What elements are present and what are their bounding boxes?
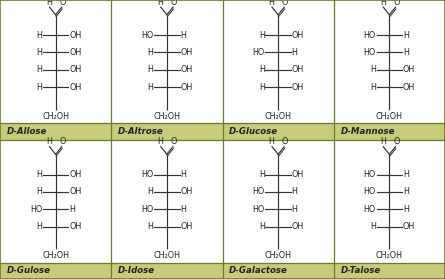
Text: HO: HO [364, 48, 376, 57]
Text: D-Galactose: D-Galactose [229, 266, 288, 275]
Text: HO: HO [364, 170, 376, 179]
Text: HO: HO [252, 205, 265, 214]
Text: H: H [259, 31, 265, 40]
Text: OH: OH [291, 222, 304, 231]
Text: H: H [268, 137, 275, 146]
Text: H: H [180, 31, 186, 40]
Text: HO: HO [364, 31, 376, 40]
Text: OH: OH [69, 222, 81, 231]
Text: OH: OH [403, 222, 415, 231]
Text: H: H [291, 205, 297, 214]
Text: H: H [403, 31, 409, 40]
Text: OH: OH [291, 170, 304, 179]
Text: OH: OH [69, 48, 81, 57]
Text: H: H [291, 48, 297, 57]
Text: H: H [268, 0, 275, 7]
Text: H: H [403, 48, 409, 57]
Text: O: O [393, 137, 400, 146]
Text: D-Mannose: D-Mannose [340, 127, 395, 136]
Text: O: O [171, 137, 177, 146]
Text: H: H [46, 137, 52, 146]
Text: D-Idose: D-Idose [118, 266, 155, 275]
Text: D-Gulose: D-Gulose [7, 266, 51, 275]
Text: H: H [36, 65, 42, 74]
Text: CH₂OH: CH₂OH [42, 251, 69, 260]
Text: O: O [282, 137, 288, 146]
Text: O: O [393, 0, 400, 7]
Text: H: H [370, 65, 376, 74]
Text: H: H [148, 187, 154, 196]
Text: OH: OH [69, 31, 81, 40]
Text: H: H [36, 31, 42, 40]
Text: H: H [46, 0, 52, 7]
Text: OH: OH [403, 83, 415, 92]
Text: OH: OH [291, 31, 304, 40]
Text: OH: OH [180, 48, 193, 57]
Text: CH₂OH: CH₂OH [265, 112, 291, 121]
Bar [0, 263, 445, 279]
Text: H: H [403, 187, 409, 196]
Text: HO: HO [364, 187, 376, 196]
Bar [0, 123, 445, 140]
Text: OH: OH [180, 65, 193, 74]
Text: H: H [148, 65, 154, 74]
Text: OH: OH [69, 83, 81, 92]
Text: O: O [60, 137, 66, 146]
Text: H: H [291, 187, 297, 196]
Text: OH: OH [69, 170, 81, 179]
Text: H: H [259, 222, 265, 231]
Text: O: O [60, 0, 66, 7]
Text: H: H [36, 48, 42, 57]
Text: HO: HO [141, 170, 154, 179]
Text: CH₂OH: CH₂OH [265, 251, 291, 260]
Text: D-Altrose: D-Altrose [118, 127, 164, 136]
Text: H: H [259, 83, 265, 92]
Text: OH: OH [69, 187, 81, 196]
Text: OH: OH [69, 65, 81, 74]
Text: D-Allose: D-Allose [7, 127, 47, 136]
Text: O: O [171, 0, 177, 7]
Text: CH₂OH: CH₂OH [154, 112, 180, 121]
Text: OH: OH [180, 187, 193, 196]
Text: H: H [370, 222, 376, 231]
Text: H: H [157, 137, 163, 146]
Text: H: H [370, 83, 376, 92]
Text: OH: OH [403, 65, 415, 74]
Text: HO: HO [252, 187, 265, 196]
Text: H: H [36, 170, 42, 179]
Text: H: H [259, 170, 265, 179]
Text: OH: OH [291, 83, 304, 92]
Text: CH₂OH: CH₂OH [376, 251, 403, 260]
Text: H: H [403, 170, 409, 179]
Text: CH₂OH: CH₂OH [376, 112, 403, 121]
Text: O: O [282, 0, 288, 7]
Text: H: H [36, 222, 42, 231]
Text: H: H [380, 0, 386, 7]
Text: H: H [380, 137, 386, 146]
Text: H: H [148, 48, 154, 57]
Text: H: H [157, 0, 163, 7]
Text: H: H [36, 187, 42, 196]
Text: OH: OH [180, 83, 193, 92]
Text: H: H [148, 222, 154, 231]
Text: HO: HO [364, 205, 376, 214]
Text: OH: OH [180, 222, 193, 231]
Text: H: H [180, 170, 186, 179]
Text: HO: HO [30, 205, 42, 214]
Text: D-Talose: D-Talose [340, 266, 380, 275]
Text: H: H [259, 65, 265, 74]
Text: H: H [148, 83, 154, 92]
Text: H: H [36, 83, 42, 92]
Text: OH: OH [291, 65, 304, 74]
Text: CH₂OH: CH₂OH [154, 251, 180, 260]
Text: HO: HO [141, 205, 154, 214]
Text: H: H [69, 205, 75, 214]
Text: HO: HO [252, 48, 265, 57]
Text: H: H [403, 205, 409, 214]
Text: H: H [180, 205, 186, 214]
Text: D-Glucose: D-Glucose [229, 127, 278, 136]
Text: HO: HO [141, 31, 154, 40]
Text: CH₂OH: CH₂OH [42, 112, 69, 121]
